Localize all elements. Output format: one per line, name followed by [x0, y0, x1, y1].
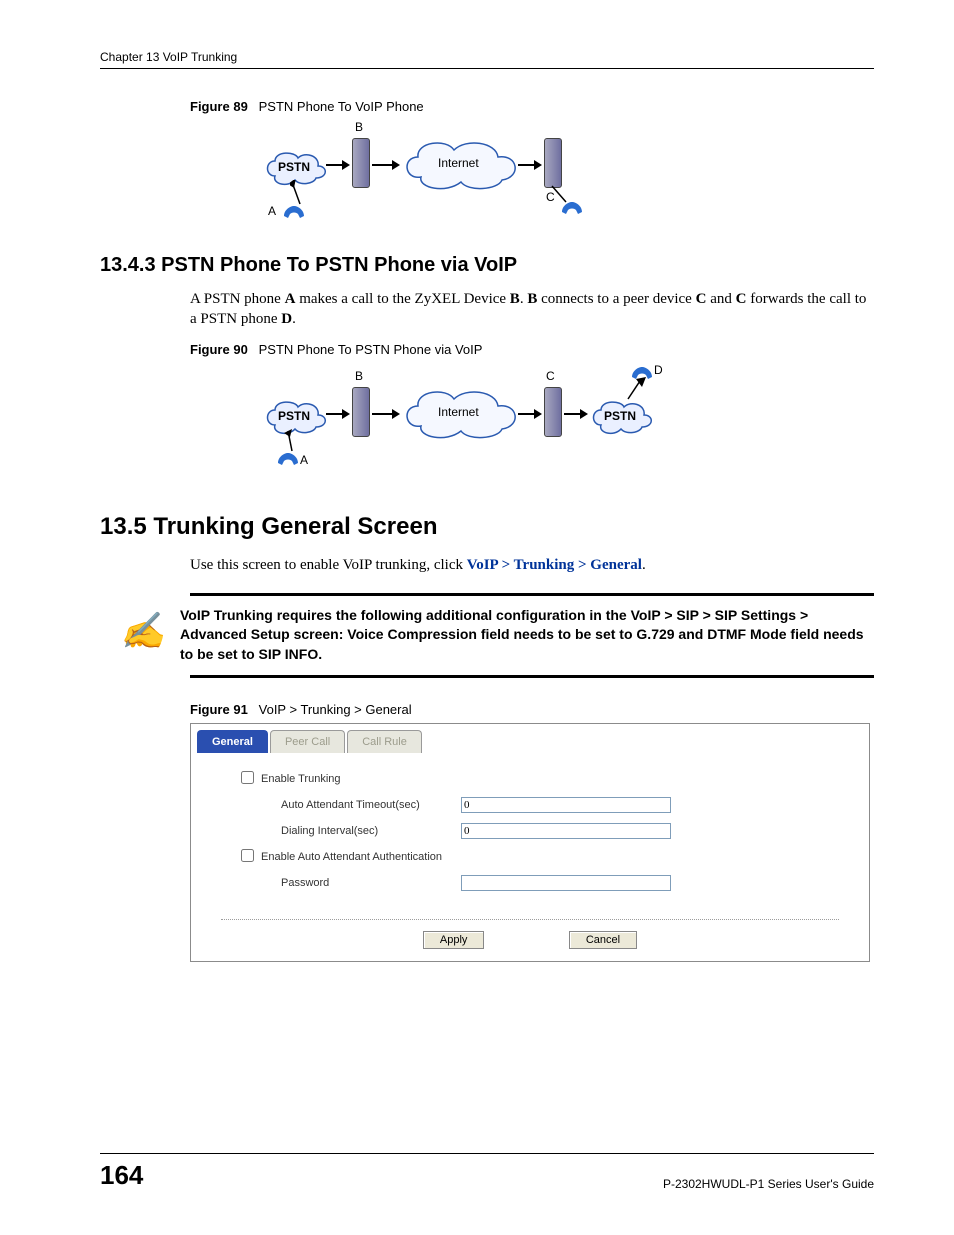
- note-hand-icon: ✍: [120, 606, 180, 665]
- tab-general[interactable]: General: [197, 730, 268, 753]
- arrow: [372, 413, 392, 415]
- figure-89-caption: Figure 89 PSTN Phone To VoIP Phone: [190, 99, 874, 114]
- connector-line: [550, 184, 570, 204]
- node-a-label: A: [300, 453, 308, 467]
- arrow-head-icon: [534, 160, 542, 170]
- tab-peer-call[interactable]: Peer Call: [270, 730, 345, 753]
- password-input[interactable]: [461, 875, 671, 891]
- arrow: [326, 164, 342, 166]
- figure-91-caption: Figure 91 VoIP > Trunking > General: [190, 702, 874, 717]
- pstn-label: PSTN: [604, 409, 636, 423]
- figure-89-label: Figure 89: [190, 99, 248, 114]
- note-block: ✍ VoIP Trunking requires the following a…: [190, 593, 874, 678]
- paragraph-135: Use this screen to enable VoIP trunking,…: [190, 555, 874, 575]
- arrow-head-icon: [534, 409, 542, 419]
- internet-label: Internet: [438, 405, 479, 419]
- figure-91-label: Figure 91: [190, 702, 248, 717]
- node-b-label: B: [355, 369, 363, 383]
- paragraph-1343: A PSTN phone A makes a call to the ZyXEL…: [190, 289, 874, 330]
- node-a-label: A: [268, 204, 276, 218]
- figure-90-caption: Figure 90 PSTN Phone To PSTN Phone via V…: [190, 342, 874, 357]
- node-d-label: D: [654, 363, 663, 377]
- arrow: [564, 413, 580, 415]
- cancel-button[interactable]: Cancel: [569, 931, 637, 949]
- node-b-label: B: [355, 120, 363, 134]
- password-label: Password: [261, 877, 461, 889]
- page-number: 164: [100, 1160, 143, 1191]
- figure-91-title: VoIP > Trunking > General: [259, 702, 412, 717]
- note-text: VoIP Trunking requires the following add…: [180, 606, 874, 665]
- enable-auth-checkbox[interactable]: [241, 849, 254, 862]
- auto-timeout-input[interactable]: [461, 797, 671, 813]
- node-c-label: C: [546, 369, 555, 383]
- heading-135: 13.5 Trunking General Screen: [100, 513, 874, 541]
- header-rule: [100, 68, 874, 69]
- figure-90-title: PSTN Phone To PSTN Phone via VoIP: [259, 342, 483, 357]
- guide-name: P-2302HWUDL-P1 Series User's Guide: [663, 1177, 874, 1191]
- enable-trunking-label: Enable Trunking: [261, 773, 461, 785]
- apply-button[interactable]: Apply: [423, 931, 485, 949]
- connector-line: [626, 377, 646, 401]
- dotted-separator: [221, 919, 839, 920]
- enable-auth-label: Enable Auto Attendant Authentication: [261, 851, 442, 863]
- figure-90-diagram: PSTN B Internet C: [260, 363, 874, 473]
- pstn-label: PSTN: [278, 409, 310, 423]
- ui-screenshot-panel: General Peer Call Call Rule Enable Trunk…: [190, 723, 870, 962]
- tab-call-rule[interactable]: Call Rule: [347, 730, 422, 753]
- arrow-head-icon: [342, 409, 350, 419]
- router-c-icon: [544, 138, 562, 188]
- note-rule-bottom: [190, 675, 874, 678]
- pstn-label: PSTN: [278, 160, 310, 174]
- router-c-icon: [544, 387, 562, 437]
- internet-label: Internet: [438, 156, 479, 170]
- figure-89-diagram: PSTN B Internet C: [260, 120, 874, 230]
- router-b-icon: [352, 138, 370, 188]
- arrow: [518, 413, 534, 415]
- arrow: [326, 413, 342, 415]
- connector-line: [284, 429, 300, 453]
- connector-line: [290, 180, 308, 206]
- arrow: [518, 164, 534, 166]
- heading-1343: 13.4.3 PSTN Phone To PSTN Phone via VoIP: [100, 254, 874, 277]
- arrow-head-icon: [342, 160, 350, 170]
- figure-89-title: PSTN Phone To VoIP Phone: [259, 99, 424, 114]
- breadcrumb-link[interactable]: VoIP > Trunking > General: [467, 557, 642, 573]
- dialing-interval-input[interactable]: [461, 823, 671, 839]
- auto-timeout-label: Auto Attendant Timeout(sec): [261, 799, 461, 811]
- enable-trunking-checkbox[interactable]: [241, 771, 254, 784]
- router-b-icon: [352, 387, 370, 437]
- chapter-header: Chapter 13 VoIP Trunking: [100, 50, 874, 64]
- page-footer: 164 P-2302HWUDL-P1 Series User's Guide: [100, 1153, 874, 1191]
- figure-90-label: Figure 90: [190, 342, 248, 357]
- ui-tab-bar: General Peer Call Call Rule: [191, 724, 869, 753]
- arrow: [372, 164, 392, 166]
- dialing-interval-label: Dialing Interval(sec): [261, 825, 461, 837]
